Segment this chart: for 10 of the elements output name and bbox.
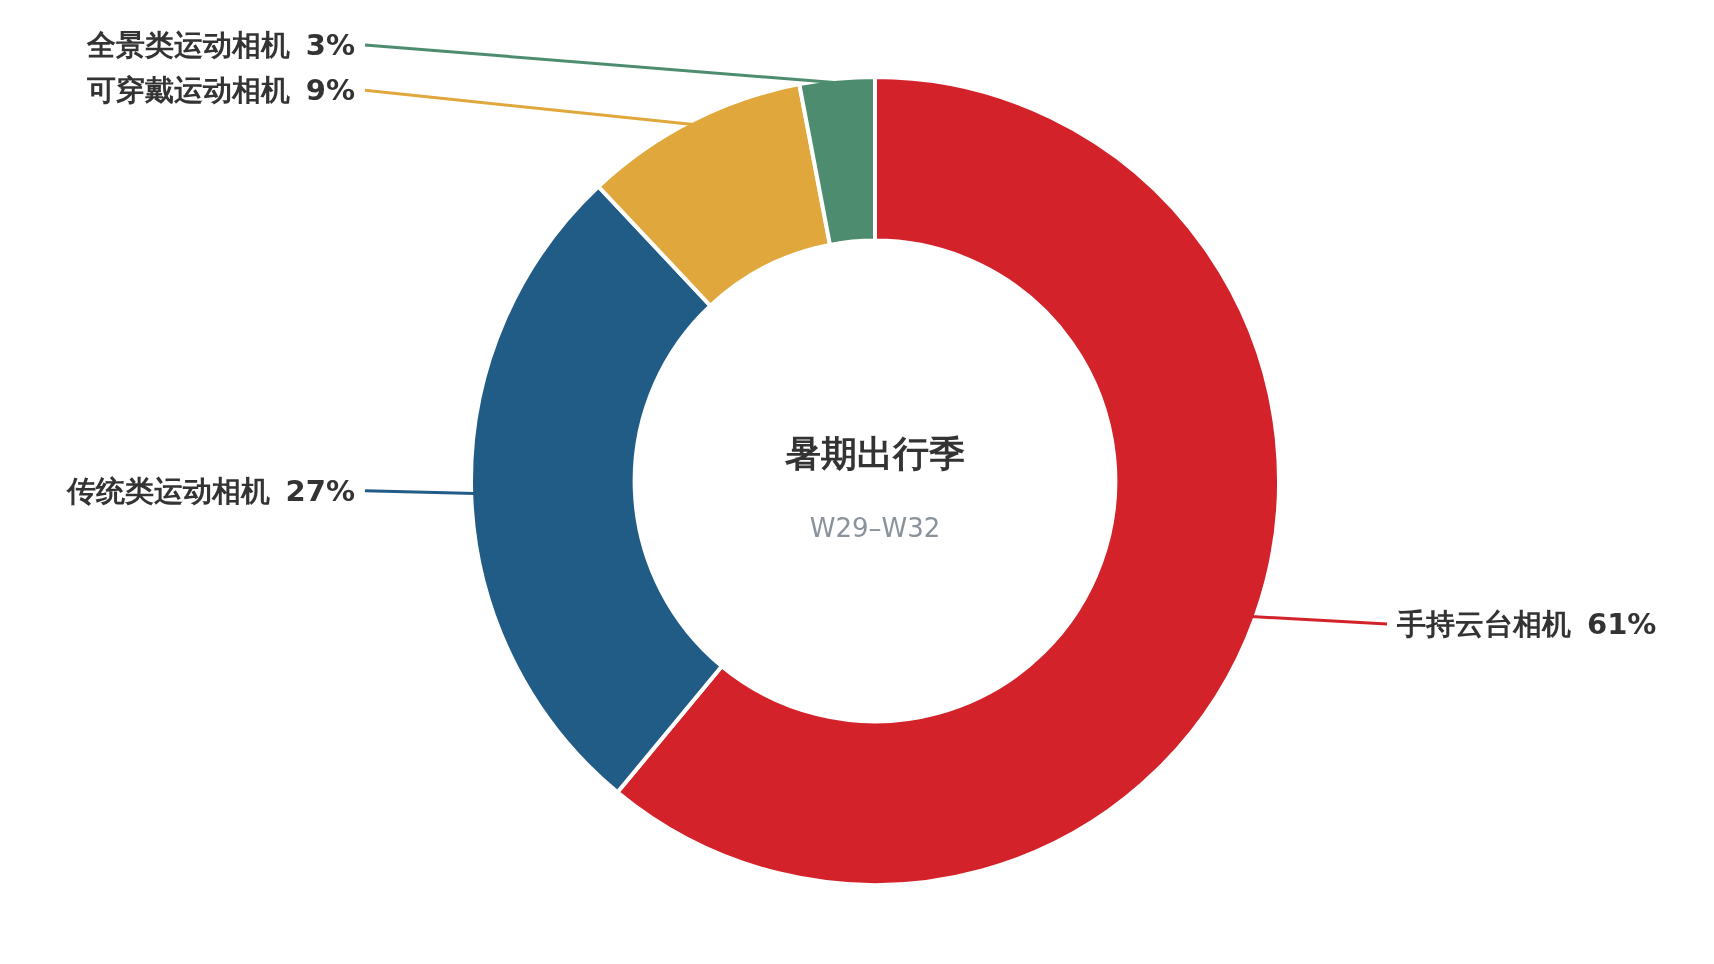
text: 暑期出行季 (784, 433, 965, 474)
slice-label: 传统类运动相机 (65, 473, 270, 508)
data-label: 3% (305, 27, 355, 62)
slice-label: 可穿戴运动相机 (85, 73, 290, 108)
slice-label: 全景类运动相机 (85, 27, 290, 62)
slice-label: 手持云台相机 (1396, 607, 1571, 642)
data-label: 27% (285, 473, 355, 508)
data-label: 61% (1587, 607, 1657, 642)
text: W29–W32 (809, 513, 941, 543)
data-label: 9% (305, 73, 355, 108)
